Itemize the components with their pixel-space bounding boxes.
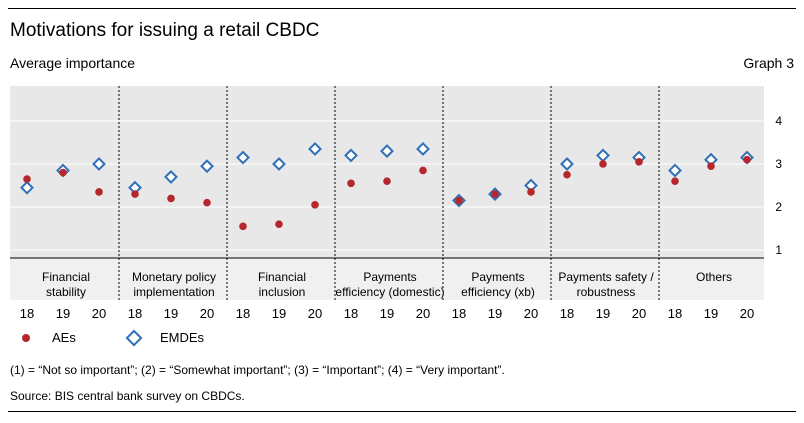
group-label: Payments [471,270,524,284]
ae-point [95,188,103,196]
group-label: stability [46,285,86,299]
group-label: Others [696,270,732,284]
emde-point [344,148,358,163]
year-tick-label: 20 [200,306,214,321]
year-tick-label: 18 [128,306,142,321]
legend-aes-label: AEs [52,330,76,345]
year-tick-label: 20 [308,306,322,321]
bottom-rule [8,411,796,412]
year-tick-label: 19 [164,306,178,321]
ae-point [59,168,67,177]
year-tick-label: 18 [668,306,682,321]
group-label: efficiency (xb) [461,285,535,299]
legend-emdes: EMDEs [125,329,205,346]
year-tick-label: 19 [380,306,394,321]
year-tick-label: 20 [524,306,538,321]
ae-point [635,158,643,166]
ae-point [455,196,463,205]
ae-point [131,190,139,198]
ae-point [167,194,175,203]
emde-point [236,150,250,165]
year-tick-label: 19 [704,306,718,321]
y-tick-label: 2 [775,200,782,214]
y-tick-label: 4 [775,114,782,128]
ae-point [419,166,427,175]
ae-marker-icon [22,333,30,342]
group-label: robustness [577,285,636,299]
ae-point [491,190,499,198]
ae-point [671,177,679,185]
top-rule [8,8,796,9]
year-tick-label: 18 [20,306,34,321]
emde-marker-icon [125,329,143,346]
emde-point [272,157,286,171]
ae-point [239,222,247,231]
year-tick-label: 20 [92,306,106,321]
ae-point [527,188,535,196]
year-tick-label: 18 [344,306,358,321]
ae-point [563,170,571,179]
legend-emdes-label: EMDEs [160,330,205,345]
year-tick-label: 20 [416,306,430,321]
ae-point [311,201,319,209]
year-tick-label: 19 [56,306,70,321]
group-label: inclusion [259,285,306,299]
emde-point [164,169,178,184]
emde-point [200,159,214,174]
group-label: Payments safety / [558,270,654,284]
emde-point [92,157,106,171]
ae-point [275,220,283,228]
ae-point [743,155,751,164]
plot-background [10,86,796,258]
year-tick-label: 18 [452,306,466,321]
group-label: Monetary policy [132,270,216,284]
category-band-background [10,258,796,300]
emde-point [20,180,34,195]
footnote: (1) = “Not so important”; (2) = “Somewha… [10,363,505,377]
group-label: Payments [363,270,416,284]
year-tick-label: 19 [272,306,286,321]
group-label: efficiency (domestic) [335,285,444,299]
year-tick-label: 19 [488,306,502,321]
chart-title: Motivations for issuing a retail CBDC [10,20,320,41]
emde-point [308,142,322,156]
y-tick-label: 1 [775,243,782,257]
group-label: Financial [42,270,90,284]
source-note: Source: BIS central bank survey on CBDCs… [10,389,245,403]
y-tick-label: 3 [775,157,782,171]
chart-subtitle: Average importance [10,55,136,71]
legend-aes: AEs [22,330,76,345]
ae-point [203,198,211,207]
year-tick-label: 18 [236,306,250,321]
axis-background [764,86,796,300]
emde-point [560,157,574,171]
year-tick-label: 18 [560,306,574,321]
ae-point [347,179,355,188]
emde-point [668,163,682,178]
year-tick-label: 19 [596,306,610,321]
ae-point [23,175,31,183]
graph-number: Graph 3 [743,55,794,71]
group-label: Financial [258,270,306,284]
ae-point [599,160,607,168]
ae-point [383,177,391,185]
emde-point [380,144,394,159]
year-tick-label: 20 [740,306,754,321]
emde-point [416,142,430,156]
year-tick-label: 20 [632,306,646,321]
group-label: implementation [133,285,214,299]
ae-point [707,162,715,170]
